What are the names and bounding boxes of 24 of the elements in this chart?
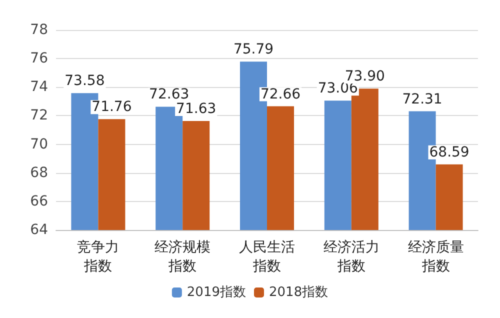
y-tick-label: 72 <box>30 108 48 124</box>
data-label: 68.59 <box>429 144 470 160</box>
data-label: 73.58 <box>64 73 105 90</box>
data-label: 72.63 <box>149 86 190 103</box>
data-label: 71.76 <box>92 99 132 116</box>
y-tick-label: 74 <box>30 79 48 96</box>
y-tick-label: 66 <box>30 193 48 210</box>
x-tick-label: 经济活力指数 <box>323 240 380 274</box>
x-tick-label: 人民生活指数 <box>239 240 295 274</box>
data-label: 71.63 <box>176 101 216 117</box>
x-tick-label: 经济质量指数 <box>408 240 464 274</box>
x-tick-label: 经济规模指数 <box>154 240 211 274</box>
legend-label: 2018指数 <box>269 285 328 300</box>
data-label: 75.79 <box>233 42 274 58</box>
legend-label: 2019指数 <box>186 285 246 300</box>
y-tick-label: 68 <box>30 164 48 181</box>
y-tick-label: 70 <box>30 136 48 152</box>
data-label: 72.31 <box>402 91 442 108</box>
x-tick-label: 竞争力指数 <box>77 240 120 274</box>
y-tick-label: 76 <box>30 50 48 67</box>
data-label: 73.90 <box>344 68 385 85</box>
data-label: 72.66 <box>260 86 301 102</box>
y-tick-label: 78 <box>30 22 48 38</box>
y-tick-label: 64 <box>30 222 48 238</box>
